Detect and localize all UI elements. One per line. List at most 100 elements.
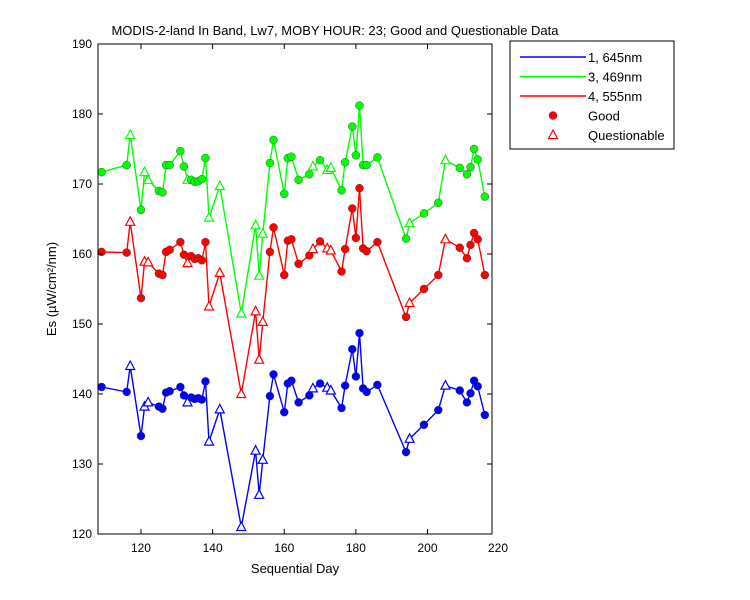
good-point [469, 144, 479, 154]
good-point [340, 244, 350, 254]
good-point [355, 183, 364, 193]
good-point [269, 223, 278, 232]
y-tick-label: 140 [72, 387, 92, 401]
questionable-point [257, 227, 269, 238]
good-point [355, 328, 364, 338]
questionable-point [439, 379, 451, 390]
good-point [179, 162, 189, 171]
good-point [373, 380, 382, 390]
good-point [401, 447, 411, 457]
good-point [287, 235, 296, 244]
good-point [158, 188, 167, 197]
good-point [351, 151, 361, 160]
questionable-point [214, 266, 226, 277]
good-point [401, 312, 411, 322]
good-point [201, 377, 210, 386]
good-point [419, 420, 429, 429]
questionable-point [124, 128, 136, 140]
good-point [480, 270, 490, 280]
good-point [176, 146, 185, 156]
questionable-point [325, 384, 337, 395]
x-tick-label: 140 [203, 541, 223, 555]
questionable-point [235, 307, 247, 318]
questionable-point [124, 215, 136, 226]
plot-area [97, 101, 490, 532]
good-point [373, 153, 382, 162]
good-point [294, 398, 303, 407]
questionable-point [203, 435, 215, 446]
good-point [305, 391, 314, 400]
good-point [362, 246, 371, 256]
questionable-point [250, 219, 262, 230]
good-point [466, 389, 475, 398]
good-point [287, 152, 296, 161]
good-point [340, 158, 350, 167]
good-point [136, 293, 146, 303]
good-point [265, 391, 275, 401]
y-tick-label: 190 [72, 37, 92, 51]
good-point [265, 158, 275, 168]
good-point [136, 431, 146, 441]
series-1 [97, 328, 490, 532]
good-point [122, 248, 131, 257]
good-point [294, 175, 303, 185]
good-point [466, 162, 475, 172]
axes: 120 140 160 180 200 220 120 130 140 150 160 170 180 1… [72, 37, 508, 555]
good-point [434, 270, 443, 280]
good-point [348, 122, 357, 131]
good-point [469, 228, 479, 238]
good-point [455, 243, 464, 252]
good-point [351, 233, 361, 243]
good-point [337, 186, 346, 195]
good-point [280, 189, 289, 199]
good-point [136, 205, 146, 215]
legend: 1, 645nm 3, 469nm 4, 555nm Good Questionable [509, 40, 675, 150]
good-point [315, 379, 325, 388]
good-point [280, 270, 289, 280]
questionable-point [404, 432, 416, 443]
good-point [179, 250, 189, 259]
good-point [348, 204, 357, 213]
good-point [362, 160, 371, 170]
good-point [434, 198, 443, 208]
questionable-point [182, 256, 194, 268]
good-point [337, 403, 346, 413]
good-point [197, 395, 207, 404]
questionable-point [235, 520, 247, 532]
good-point [305, 169, 314, 179]
x-tick-label: 120 [131, 541, 151, 555]
good-point [280, 408, 289, 417]
good-point [97, 167, 106, 177]
good-point [419, 284, 429, 294]
good-point [362, 387, 371, 397]
good-point [480, 410, 490, 420]
good-point [455, 163, 464, 173]
good-point [176, 382, 185, 392]
y-tick-label: 150 [72, 317, 92, 331]
x-tick-label: 200 [418, 541, 438, 555]
good-point [265, 247, 275, 257]
good-point [201, 237, 210, 247]
good-point [97, 247, 106, 257]
questionable-point [404, 216, 416, 228]
legend-box [509, 40, 675, 150]
good-point [197, 256, 207, 265]
series-3 [97, 183, 490, 399]
y-tick-label: 180 [72, 107, 92, 121]
good-point [337, 267, 346, 276]
x-tick-label: 180 [346, 541, 366, 555]
good-point [480, 192, 490, 201]
legend-good-marker [548, 111, 558, 120]
good-point [122, 387, 131, 397]
questionable-point [142, 396, 154, 407]
y-tick-label: 160 [72, 247, 92, 261]
legend-entry-label: 1, 645nm [588, 50, 642, 65]
good-point [473, 155, 482, 164]
good-point [419, 209, 429, 218]
legend-entry-label: 3, 469nm [588, 70, 642, 85]
questionable-point [142, 173, 154, 184]
good-point [158, 404, 167, 413]
questionable-point [142, 256, 154, 267]
y-tick-label: 170 [72, 177, 92, 191]
